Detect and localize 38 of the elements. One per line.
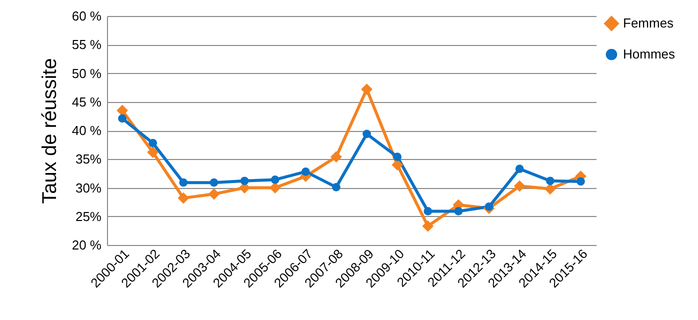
y-tick-label: 40 % xyxy=(72,123,102,138)
point xyxy=(362,130,371,138)
y-axis-title: Taux de réussite xyxy=(38,58,61,204)
y-tick-label: 35% xyxy=(75,152,102,167)
point xyxy=(393,152,402,162)
y-tick-label: 20 % xyxy=(72,238,102,252)
point xyxy=(178,192,190,204)
y-tick-label: 45 % xyxy=(72,94,102,110)
y-tick-label: 25% xyxy=(75,208,102,224)
point xyxy=(208,188,220,200)
point xyxy=(148,138,158,148)
point xyxy=(210,178,218,187)
point xyxy=(576,177,585,186)
point xyxy=(179,178,188,187)
point xyxy=(330,151,342,163)
point xyxy=(269,182,281,194)
point xyxy=(515,164,524,174)
point xyxy=(301,168,310,176)
point xyxy=(546,176,554,186)
y-tick-label: 55 % xyxy=(72,37,102,52)
point xyxy=(240,176,249,186)
y-tick-label: 30% xyxy=(75,180,102,196)
y-tick-label: 50 % xyxy=(72,66,102,81)
point xyxy=(332,183,340,192)
point xyxy=(484,202,494,211)
point xyxy=(392,159,404,171)
point xyxy=(361,84,372,95)
point xyxy=(454,207,463,216)
point xyxy=(270,176,280,184)
legend-label: Hommes xyxy=(623,46,676,62)
y-tick-label: 60 % xyxy=(72,8,102,24)
point xyxy=(147,146,159,158)
point xyxy=(118,114,126,123)
point xyxy=(422,220,434,232)
point xyxy=(514,180,526,192)
point xyxy=(424,207,432,216)
point xyxy=(544,183,556,195)
legend-label: Femmes xyxy=(623,16,674,30)
